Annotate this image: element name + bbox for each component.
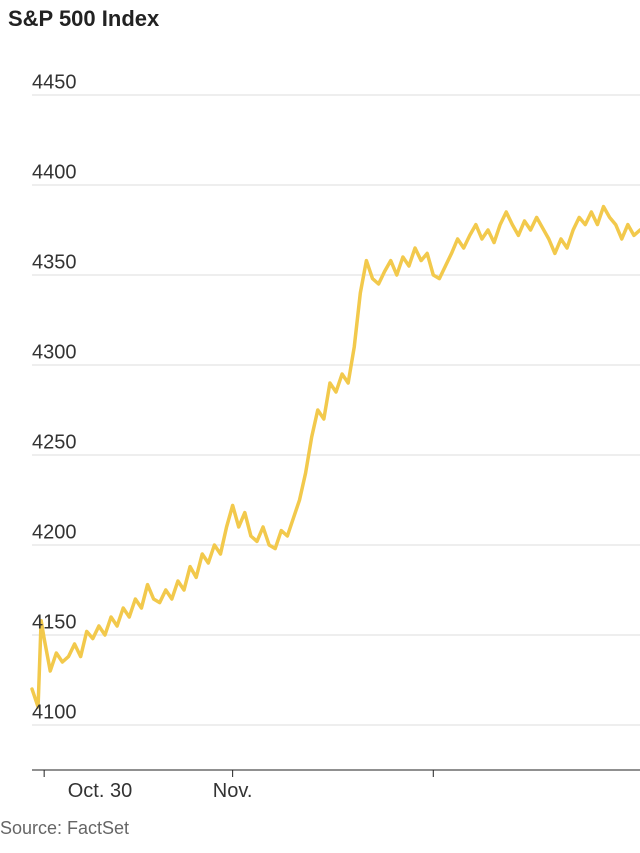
y-tick-label: 4300 <box>32 342 77 365</box>
y-tick-label: 4400 <box>32 162 77 185</box>
price-line <box>32 207 640 707</box>
y-tick-label: 4100 <box>32 702 77 725</box>
y-tick-label: 4150 <box>32 612 77 635</box>
chart-container: { "chart": { "type": "line", "title": "S… <box>0 0 640 853</box>
y-tick-label: 4200 <box>32 522 77 545</box>
y-tick-label: 4450 <box>32 72 77 95</box>
x-tick-label: Oct. 30 <box>68 780 132 803</box>
y-tick-label: 4350 <box>32 252 77 275</box>
x-tick-label: Nov. <box>213 780 253 803</box>
chart-source: Source: FactSet <box>0 818 129 839</box>
chart-svg <box>0 0 640 853</box>
y-tick-label: 4250 <box>32 432 77 455</box>
